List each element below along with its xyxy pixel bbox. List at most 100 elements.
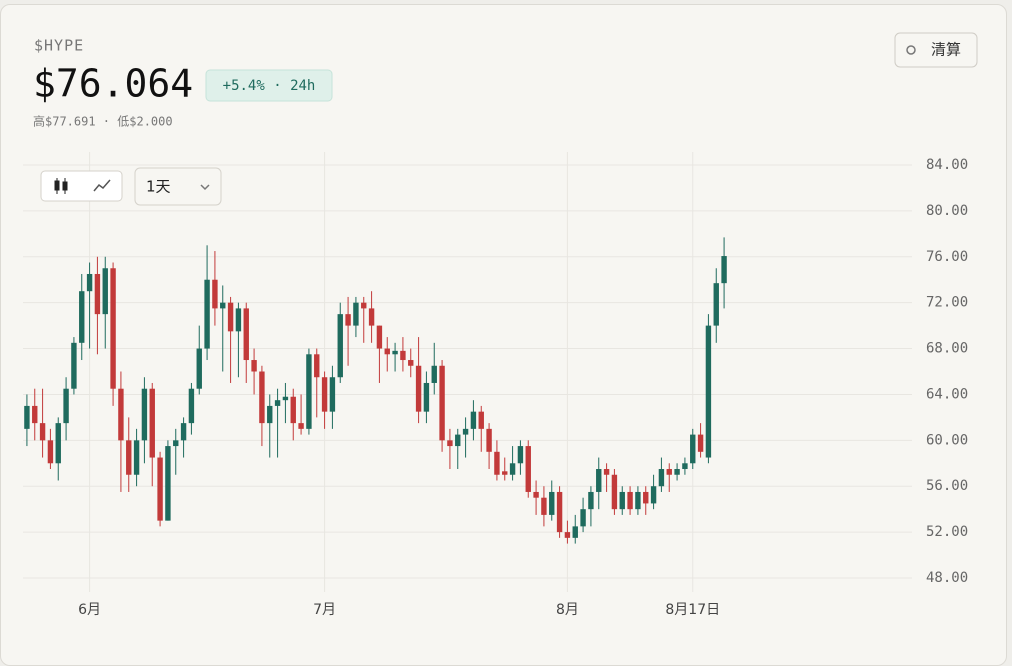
candle-body — [251, 360, 257, 372]
change-badge — [205, 69, 333, 102]
candle-body — [580, 509, 586, 527]
candle-body — [157, 457, 163, 521]
ticker: $HYPE — [34, 37, 84, 55]
candle-body — [39, 423, 46, 441]
chart: $HYPE $76.064 +5.4% · 24h 高$77.691 · 低$2… — [23, 32, 978, 618]
candle-body — [697, 434, 704, 452]
x-tick-label: 8月17日 — [665, 602, 720, 618]
candle-body — [690, 434, 696, 464]
y-tick-label: 84.00 — [926, 157, 968, 173]
candle-icon[interactable] — [54, 178, 68, 194]
candle-body — [32, 405, 38, 424]
candle-body — [643, 491, 649, 504]
candle-body — [220, 302, 226, 309]
candle-body — [259, 371, 265, 424]
candle-body — [173, 440, 179, 447]
candle-body — [494, 451, 500, 475]
y-tick-label: 68.00 — [926, 341, 968, 357]
candle-body — [290, 396, 296, 424]
candle-body — [24, 405, 30, 429]
candle-body — [306, 354, 312, 429]
button-icon — [906, 45, 916, 55]
candle-body — [71, 342, 77, 389]
candle-body — [321, 377, 328, 412]
candle-body — [674, 469, 680, 475]
candle-body — [470, 411, 477, 429]
y-tick-label: 64.00 — [926, 386, 968, 402]
candle-body — [556, 491, 563, 533]
candle-body — [298, 423, 304, 429]
candle-body — [658, 469, 665, 487]
candle-body — [619, 491, 625, 510]
candle-body — [541, 497, 547, 515]
interval-select[interactable] — [134, 167, 222, 206]
candle-body — [102, 268, 108, 315]
candle-body — [165, 446, 171, 521]
candle-body — [415, 365, 422, 412]
candle-body — [517, 446, 524, 464]
line-icon[interactable] — [93, 179, 111, 192]
candle-body — [180, 423, 187, 441]
liquidate-button[interactable] — [894, 32, 978, 68]
candle-body — [149, 388, 155, 458]
y-tick-label: 52.00 — [926, 524, 968, 540]
candle-body — [345, 314, 351, 326]
chevron — [200, 184, 210, 191]
candle-body — [212, 279, 218, 309]
candle-body — [603, 469, 610, 475]
y-tick-label: 48.00 — [926, 570, 968, 586]
y-tick-label: 72.00 — [926, 295, 968, 311]
candle-body — [705, 325, 712, 458]
x-tick-label: 6月 — [78, 602, 101, 618]
candle-body — [611, 474, 618, 510]
candle-body — [650, 486, 657, 504]
candle-body — [439, 365, 445, 441]
chart-type-toggle[interactable] — [40, 170, 123, 202]
candle-body — [627, 491, 633, 510]
candle-body — [682, 463, 688, 470]
candle-body — [329, 377, 336, 412]
candle-body — [376, 325, 383, 349]
candle-body — [243, 308, 249, 361]
candle-body — [63, 388, 69, 424]
candle-body — [509, 463, 516, 475]
button-label[interactable]: 清算 — [931, 41, 961, 59]
change: +5.4% · 24h — [223, 78, 316, 94]
candle-body — [337, 314, 343, 378]
candle-body — [525, 446, 531, 492]
candle-body — [400, 350, 406, 361]
y-tick-label: 80.00 — [926, 203, 968, 219]
candle-body — [721, 256, 727, 284]
candle-body — [235, 308, 242, 332]
candle-body — [204, 279, 210, 349]
candle-body — [431, 365, 437, 383]
candle-body — [572, 526, 578, 538]
candle-body — [423, 382, 430, 412]
interval[interactable]: 1天 — [146, 178, 171, 196]
candle-body — [55, 423, 61, 464]
candle-body — [141, 388, 148, 441]
candle-body — [196, 348, 202, 389]
candle-body — [635, 491, 641, 510]
candle-body — [462, 428, 469, 435]
y-tick-label: 60.00 — [926, 432, 968, 448]
y-tick-label: 76.00 — [926, 249, 968, 265]
candle-body — [227, 302, 234, 332]
candle-body — [133, 440, 140, 475]
candle-body — [549, 491, 555, 515]
candle-body — [274, 400, 281, 406]
candle-body — [564, 532, 571, 538]
candle-body — [118, 388, 124, 441]
candle-body — [361, 302, 367, 309]
x-tick-label: 8月 — [556, 602, 579, 618]
candle-body — [267, 405, 273, 424]
candle-body — [588, 491, 594, 510]
candle-body — [188, 388, 195, 424]
candle-body — [126, 440, 132, 475]
candle-body — [486, 428, 492, 452]
candle-body — [533, 491, 539, 498]
candle-body — [392, 350, 398, 355]
candle-body — [502, 471, 508, 475]
y-tick-label: 56.00 — [926, 478, 968, 494]
candle-body — [596, 469, 602, 492]
